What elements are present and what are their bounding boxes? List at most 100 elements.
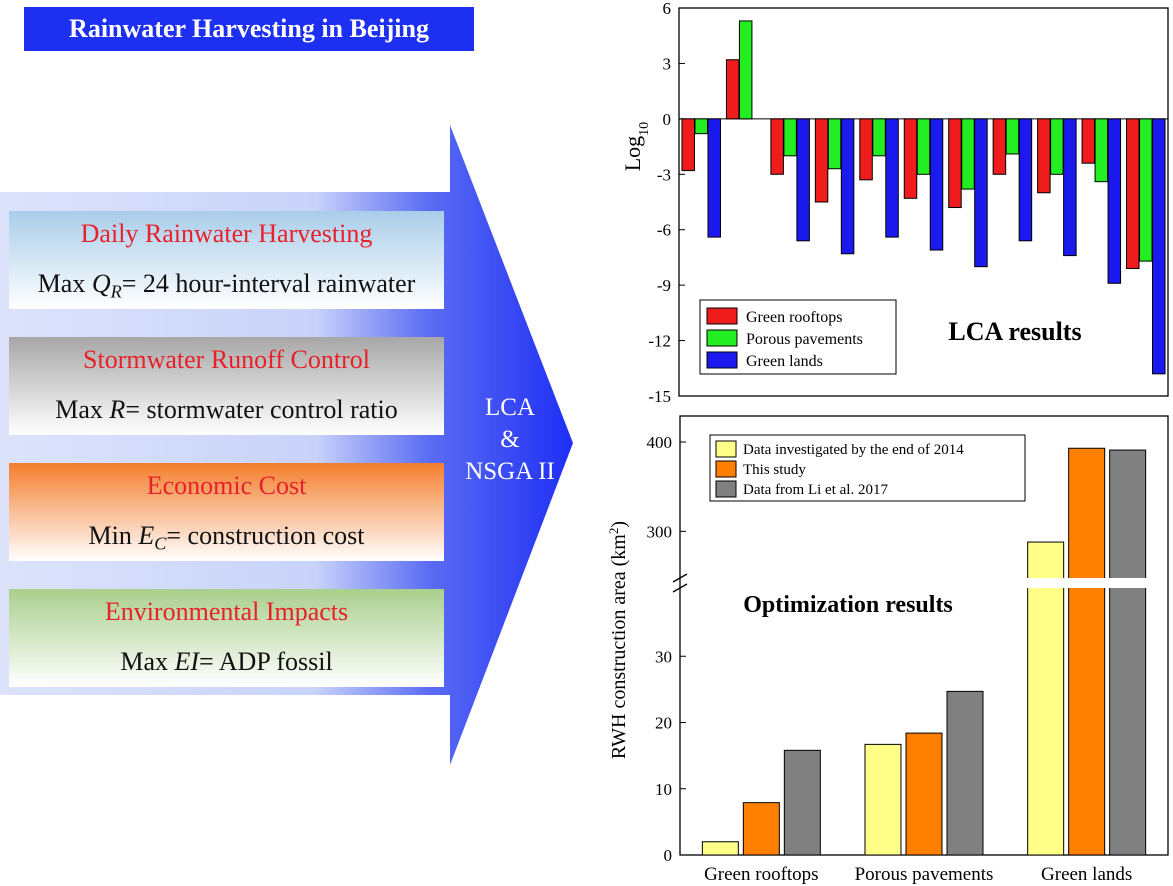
lca-legend-swatch [706,307,738,325]
lca-bar [827,118,842,170]
lca-y-tick-label: 0 [663,110,672,129]
opt-legend [709,434,1026,502]
lca-bar [1152,118,1166,375]
opt-legend-swatch [715,480,737,498]
lca-bar [948,118,962,209]
lca-bar [1050,118,1064,175]
lca-y-tick-label: -15 [648,387,671,406]
lca-legend-label: Green rooftops [746,309,842,326]
method-label: LCA & NSGA II [450,392,570,488]
objective-formula: Max R= stormwater control ratio [55,395,398,424]
opt-x-tick-label: Porous pavements [855,864,994,885]
lca-plot-frame [678,7,1169,397]
lca-bar [738,20,753,120]
lca-bar [1018,118,1033,242]
lca-bar [1107,118,1122,284]
lca-bar [859,118,873,181]
lca-bar [1094,118,1109,183]
opt-bar [946,690,984,856]
lca-y-tick-label: -12 [648,332,671,351]
lca-bar [1005,118,1020,155]
lca-legend-swatch [706,329,738,347]
opt-chart-title: Optimization results [743,592,953,618]
opt-legend-swatch [715,440,737,458]
opt-y-tick-label: 400 [647,433,673,452]
lca-bar [1126,118,1140,270]
lca-bar [725,59,740,120]
lca-chart-title: LCA results [948,317,1081,346]
objective-box-harvesting: Daily Rainwater Harvesting Max QR= 24 ho… [9,211,444,309]
objective-box-runoff: Stormwater Runoff Control Max R= stormwa… [9,337,444,435]
lca-y-axis-label: Log10 [620,122,652,171]
lca-bar [885,118,899,238]
method-and: & [500,426,520,453]
lca-bar [1139,118,1153,262]
axis-break-gap [681,578,1167,588]
objective-heading: Daily Rainwater Harvesting [80,219,373,248]
lca-bar [1081,118,1096,164]
lca-bar [872,118,886,157]
opt-bar [905,732,943,856]
lca-bar [903,118,918,199]
lca-y-tick-label: 6 [663,0,672,18]
lca-y-tick-label: 3 [663,54,672,73]
opt-bar [783,749,821,856]
lca-bar [916,118,931,175]
opt-x-tick-label: Green rooftops [704,864,819,885]
lca-bar [694,118,708,135]
objective-heading: Environmental Impacts [104,597,349,626]
axis-break-mark [672,573,688,583]
opt-legend-swatch [715,460,737,478]
lca-y-tick-label: -3 [657,165,671,184]
lca-legend-swatch [706,351,738,369]
lca-bar [1063,118,1077,257]
opt-legend-label: Data from Li et al. 2017 [743,482,888,498]
opt-legend-label: Data investigated by the end of 2014 [743,442,964,458]
opt-y-tick-label: 0 [664,846,673,865]
opt-bar [1068,447,1106,856]
lca-bar [770,118,784,175]
objective-formula: Max QR= 24 hour-interval rainwater [37,269,416,302]
opt-y-tick-label: 300 [647,522,673,541]
lca-y-tick-label: -6 [657,221,671,240]
lca-bar [961,118,975,190]
lca-bar [840,118,855,255]
title-text: Rainwater Harvesting in Beijing [69,14,429,43]
lca-bar [1037,118,1051,194]
opt-x-tick-label: Green lands [1041,864,1132,885]
optimization-chart: 0 10 20 30 300 400 RWH construction area (km2)… [606,415,1169,885]
lca-bar [783,118,797,157]
opt-bar [701,841,739,856]
lca-legend-label: Green lands [746,353,823,370]
opt-bar [864,743,902,856]
lca-chart: 6 3 0 -3 -6 -9 -12 -15 Log10 Green rooftops Porous… [620,0,1169,406]
lca-bar [707,118,721,238]
lca-y-tick-label: -9 [657,276,671,295]
opt-bar [1027,541,1065,856]
opt-bar [1109,449,1147,856]
lca-bar [814,118,829,203]
objective-box-cost: Economic Cost Min EC= construction cost [9,463,444,561]
opt-y-tick-label: 10 [655,780,672,799]
lca-legend-label: Porous pavements [746,331,863,348]
method-nsga: NSGA II [465,458,555,485]
opt-y-tick-label: 30 [655,647,672,666]
objective-formula: Max EI= ADP fossil [120,647,333,676]
lca-bar [992,118,1007,175]
objective-box-environment: Environmental Impacts Max EI= ADP fossil [9,589,444,687]
lca-bar [681,118,695,172]
opt-y-axis-label: RWH construction area (km2) [606,521,631,759]
objective-formula: Min EC= construction cost [88,521,365,554]
title-banner: Rainwater Harvesting in Beijing [24,7,474,51]
lca-bar [929,118,944,251]
opt-bar [742,802,780,856]
opt-legend-label: This study [743,462,806,478]
opt-y-tick-label: 20 [655,714,672,733]
method-lca: LCA [485,394,535,421]
axis-break-mark [672,583,688,593]
lca-bar [974,118,988,268]
objective-heading: Economic Cost [146,471,307,500]
objective-heading: Stormwater Runoff Control [83,345,370,374]
lca-bar [796,118,810,242]
